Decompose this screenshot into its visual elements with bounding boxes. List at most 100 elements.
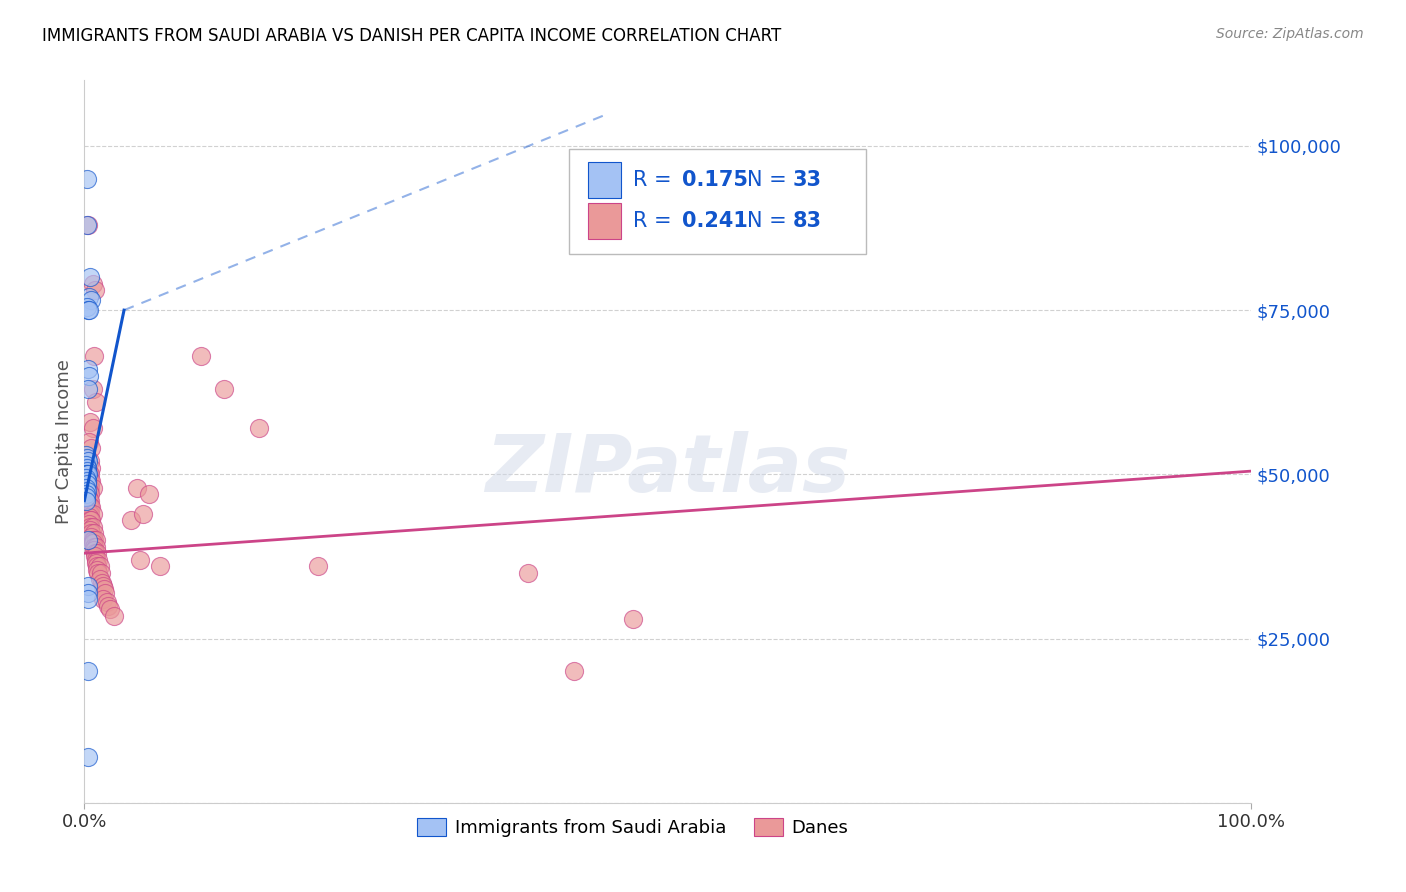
Point — [75, 493, 97, 508]
Point — [82, 481, 104, 495]
Point — [82, 382, 104, 396]
Point — [76, 171, 98, 186]
Text: 0.175: 0.175 — [682, 170, 748, 190]
Point — [149, 559, 172, 574]
Point — [98, 602, 121, 616]
Point — [214, 382, 236, 396]
Point — [82, 277, 104, 291]
Point — [76, 450, 98, 465]
Point — [125, 481, 148, 495]
Point — [76, 218, 98, 232]
Point — [90, 566, 112, 580]
Point — [76, 477, 98, 491]
Point — [79, 487, 101, 501]
Text: 0.241: 0.241 — [682, 211, 748, 231]
Point — [76, 454, 98, 468]
Point — [79, 481, 101, 495]
Point — [75, 467, 97, 482]
Point — [75, 471, 97, 485]
Point — [76, 467, 98, 482]
Point — [80, 293, 103, 308]
Point — [76, 483, 98, 498]
Point — [82, 520, 104, 534]
Point — [77, 510, 100, 524]
Point — [76, 533, 98, 547]
Point — [79, 467, 101, 482]
Point — [79, 474, 101, 488]
Point — [91, 579, 114, 593]
Point — [76, 464, 98, 478]
Point — [76, 474, 98, 488]
Point — [79, 507, 101, 521]
FancyBboxPatch shape — [589, 203, 621, 239]
Point — [79, 500, 101, 515]
Point — [96, 595, 118, 609]
Point — [75, 491, 97, 505]
Point — [94, 585, 117, 599]
Text: ZIPatlas: ZIPatlas — [485, 432, 851, 509]
Point — [75, 448, 97, 462]
Point — [83, 546, 105, 560]
Point — [87, 566, 110, 580]
Point — [76, 503, 98, 517]
Point — [75, 458, 97, 472]
Point — [138, 487, 160, 501]
Point — [79, 493, 101, 508]
Point — [79, 520, 101, 534]
Point — [76, 477, 98, 491]
Point — [77, 368, 100, 383]
Point — [82, 421, 104, 435]
Legend: Immigrants from Saudi Arabia, Danes: Immigrants from Saudi Arabia, Danes — [411, 811, 856, 845]
Point — [76, 460, 98, 475]
Y-axis label: Per Capita Income: Per Capita Income — [55, 359, 73, 524]
Point — [83, 549, 105, 564]
Point — [80, 460, 103, 475]
Point — [84, 533, 107, 547]
Point — [79, 513, 101, 527]
Point — [77, 507, 100, 521]
Point — [129, 553, 152, 567]
Point — [80, 513, 103, 527]
Point — [564, 665, 586, 679]
Point — [80, 500, 103, 515]
Point — [76, 300, 98, 314]
Point — [621, 612, 644, 626]
Point — [132, 507, 155, 521]
Text: R =: R = — [633, 211, 678, 231]
Point — [82, 536, 104, 550]
Point — [307, 559, 329, 574]
Point — [93, 582, 115, 597]
Text: IMMIGRANTS FROM SAUDI ARABIA VS DANISH PER CAPITA INCOME CORRELATION CHART: IMMIGRANTS FROM SAUDI ARABIA VS DANISH P… — [42, 27, 782, 45]
Point — [89, 559, 111, 574]
Point — [83, 349, 105, 363]
Point — [77, 434, 100, 449]
Point — [76, 585, 98, 599]
FancyBboxPatch shape — [589, 162, 621, 198]
Point — [77, 500, 100, 515]
Point — [79, 523, 101, 537]
Point — [84, 540, 107, 554]
Text: 83: 83 — [793, 211, 821, 231]
Point — [76, 218, 98, 232]
Point — [77, 467, 100, 482]
Point — [79, 454, 101, 468]
Point — [83, 284, 105, 298]
Point — [84, 556, 107, 570]
Point — [82, 533, 104, 547]
Point — [516, 566, 538, 580]
Point — [76, 464, 98, 478]
Point — [190, 349, 212, 363]
Point — [77, 516, 100, 531]
Point — [87, 553, 110, 567]
Point — [75, 487, 97, 501]
Point — [77, 481, 100, 495]
Point — [76, 749, 98, 764]
Point — [249, 421, 271, 435]
Point — [97, 599, 120, 613]
Point — [83, 526, 105, 541]
Point — [83, 533, 105, 547]
Point — [120, 513, 142, 527]
Point — [77, 493, 100, 508]
Point — [76, 579, 98, 593]
Point — [83, 540, 105, 554]
